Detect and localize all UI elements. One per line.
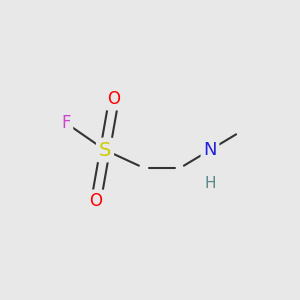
Text: O: O — [89, 192, 103, 210]
Text: N: N — [203, 141, 217, 159]
Text: O: O — [107, 90, 121, 108]
Text: F: F — [61, 114, 71, 132]
Text: S: S — [99, 140, 111, 160]
Text: H: H — [204, 176, 216, 190]
